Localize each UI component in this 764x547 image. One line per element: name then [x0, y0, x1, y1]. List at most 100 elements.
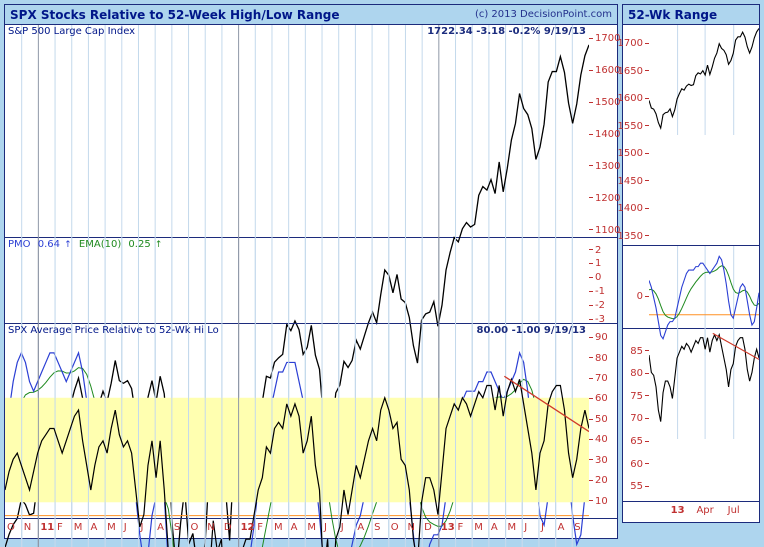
x-tick-label: O — [190, 522, 199, 533]
x-tick-label: J — [540, 522, 544, 533]
y-tick-label: 1600 — [589, 66, 620, 76]
x-tick-label: F — [57, 522, 63, 533]
x-tick-label: Apr — [696, 505, 714, 516]
x-tick-label: S — [173, 522, 181, 533]
y-tick-label: 1500 — [618, 149, 649, 159]
x-tick-label: J — [524, 522, 528, 533]
x-tick-label: A — [90, 522, 98, 533]
x-tick-label: O — [390, 522, 399, 533]
sidebar-chart-body: 1700 1650 1600 1550 1500 1450 1400 1350 0 85 80 7… — [618, 25, 759, 522]
sidebar-relative-panel: 85 80 75 70 65 60 55 — [623, 329, 759, 502]
y-tick-label: 1400 — [618, 204, 649, 214]
sidebar-pmo-panel: 0 — [623, 246, 759, 329]
y-tick-label: 1650 — [618, 66, 649, 77]
y-tick-label: 80 — [630, 369, 649, 379]
sidebar-declining-trendline — [713, 333, 759, 359]
y-tick-label: 55 — [630, 482, 649, 492]
relative-y-axis: 90 80 70 60 50 40 30 20 10 — [589, 324, 617, 518]
y-tick-label: 0 — [589, 273, 601, 283]
y-tick-label: 1450 — [618, 176, 649, 187]
y-tick-label: 1700 — [618, 39, 649, 49]
price-y-axis: 1700 1600 1500 1400 1300 1200 1100 — [589, 25, 620, 237]
y-tick-label: 0 — [637, 292, 649, 302]
x-tick-label: N — [23, 522, 32, 533]
y-tick-label: 60 — [589, 394, 608, 404]
y-tick-label: 80 — [589, 353, 608, 364]
x-tick-label: M — [107, 522, 116, 533]
y-tick-label: 1400 — [589, 130, 620, 140]
relative-range-panel: 90 80 70 60 50 40 30 20 10 SPX Average Price Rel… — [5, 324, 617, 519]
x-tick-label: D — [223, 522, 232, 533]
x-tick-label: M — [307, 522, 316, 533]
x-tick-label: N — [407, 522, 415, 533]
copyright-text: (c) 2013 DecisionPoint.com — [474, 9, 612, 20]
y-tick-label: 40 — [589, 435, 608, 445]
relative-chart-canvas — [5, 324, 589, 547]
y-tick-label: 10 — [589, 496, 608, 507]
y-tick-label: 1700 — [589, 34, 620, 44]
y-tick-label: 90 — [589, 333, 608, 343]
chart-title: SPX Stocks Relative to 52-Week High/Low … — [10, 7, 340, 22]
y-tick-label: 65 — [630, 437, 649, 447]
x-tick-label: M — [507, 522, 517, 533]
y-tick-label: 2 — [589, 245, 601, 256]
x-tick-label: Jul — [727, 505, 740, 516]
x-tick-label: A — [357, 522, 365, 533]
y-tick-label: 1550 — [618, 121, 649, 132]
x-tick-label: 13 — [440, 522, 455, 533]
sidebar-price-canvas — [649, 25, 759, 135]
sidebar-titlebar: 52-Wk Range — [623, 5, 759, 25]
x-axis-months: O N 11 F M A M J J A S O N D 12 F M A M J J A S O N D 13 F M A M J J A S — [5, 519, 589, 538]
y-tick-label: 70 — [630, 414, 649, 424]
x-tick-label: J — [123, 522, 127, 533]
x-tick-label: F — [457, 522, 464, 533]
price-panel: 1700 1600 1500 1400 1300 1200 1100 S&P 500 Lar… — [5, 25, 620, 238]
x-tick-label: M — [73, 522, 83, 533]
sidebar-price-y-axis: 1700 1650 1600 1550 1500 1450 1400 1350 — [618, 25, 649, 245]
relative-line — [5, 379, 589, 547]
x-tick-label: D — [424, 522, 432, 533]
sidebar-title: 52-Wk Range — [628, 7, 718, 22]
y-tick-label: 1500 — [589, 98, 620, 108]
x-tick-label: J — [140, 522, 144, 533]
y-tick-label: 1350 — [618, 231, 649, 242]
pmo-y-axis: 2 1 0 -1 -2 -3 — [589, 238, 617, 325]
y-tick-label: 50 — [589, 415, 608, 425]
sidebar-price-panel: 1700 1650 1600 1550 1500 1450 1400 1350 — [618, 25, 759, 246]
x-tick-label: F — [257, 522, 264, 533]
x-tick-label: A — [157, 522, 164, 533]
y-tick-label: 1200 — [589, 193, 620, 204]
x-tick-label: A — [290, 522, 298, 533]
y-tick-label: -2 — [589, 301, 605, 311]
main-chart-column: SPX Stocks Relative to 52-Week High/Low … — [4, 4, 620, 539]
y-tick-label: -3 — [589, 315, 605, 325]
pmo-panel: 2 1 0 -1 -2 -3 PMO 0.64 ↑ EMA(10) 0.25 ↑ — [5, 238, 617, 324]
y-tick-label: 60 — [630, 459, 649, 470]
sidebar-relative-line — [649, 335, 759, 422]
main-chart-body: 1700 1600 1500 1400 1300 1200 1100 S&P 500 Lar… — [5, 25, 620, 538]
x-tick-label: N — [207, 522, 215, 533]
y-tick-label: 20 — [589, 476, 608, 486]
y-tick-label: 1100 — [589, 225, 620, 236]
sidebar-relative-y-axis: 85 80 75 70 65 60 55 — [623, 329, 649, 501]
x-tick-label: S — [574, 522, 581, 533]
y-tick-label: 85 — [630, 346, 649, 357]
declining-trendline — [504, 376, 589, 431]
x-tick-label: A — [490, 522, 498, 533]
x-tick-label: O — [7, 522, 15, 533]
x-tick-label: 12 — [240, 522, 255, 533]
sidebar-pmo-y-axis: 0 — [623, 246, 649, 328]
spx-price-line — [5, 45, 589, 547]
sidebar-x-axis: 13 Apr Jul — [649, 502, 759, 521]
y-tick-label: 30 — [589, 455, 608, 466]
sidebar-relative-canvas — [649, 329, 759, 439]
x-tick-label: M — [273, 522, 283, 533]
sidebar-52wk-column: 52-Wk Range 1700 1650 1600 1550 1500 1450 1400… — [618, 4, 760, 523]
y-tick-label: 1 — [589, 259, 601, 269]
x-tick-label: M — [474, 522, 483, 533]
sidebar-price-line — [649, 28, 759, 128]
y-tick-label: 1600 — [618, 94, 649, 104]
x-tick-label: 11 — [40, 522, 55, 533]
x-tick-label: S — [374, 522, 381, 533]
